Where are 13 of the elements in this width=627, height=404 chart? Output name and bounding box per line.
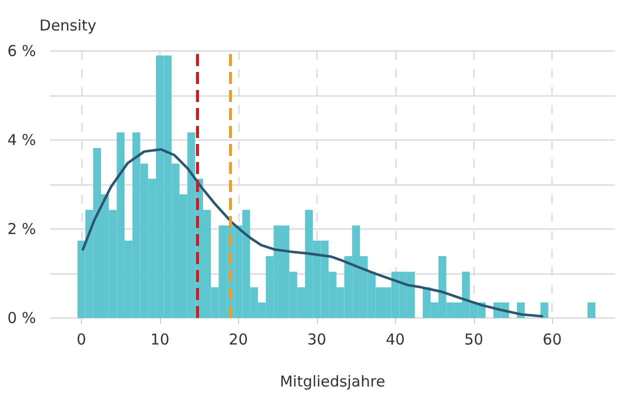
x-tick-label: 30	[307, 330, 326, 348]
y-tick-label: 0 %	[7, 309, 36, 327]
x-tick-label: 20	[228, 330, 248, 348]
y-axis-title: Density	[39, 16, 97, 34]
x-tick-label: 40	[386, 330, 405, 348]
x-tick-label: 60	[542, 330, 562, 348]
y-tick-label: 2 %	[7, 220, 36, 238]
x-tick-label: 50	[464, 330, 484, 348]
x-axis-title: Mitgliedsjahre	[280, 372, 386, 390]
y-tick-label: 6 %	[7, 42, 36, 60]
x-tick-label: 10	[150, 330, 170, 348]
y-tick-label: 4 %	[7, 131, 36, 149]
x-tick-label: 0	[76, 330, 86, 348]
